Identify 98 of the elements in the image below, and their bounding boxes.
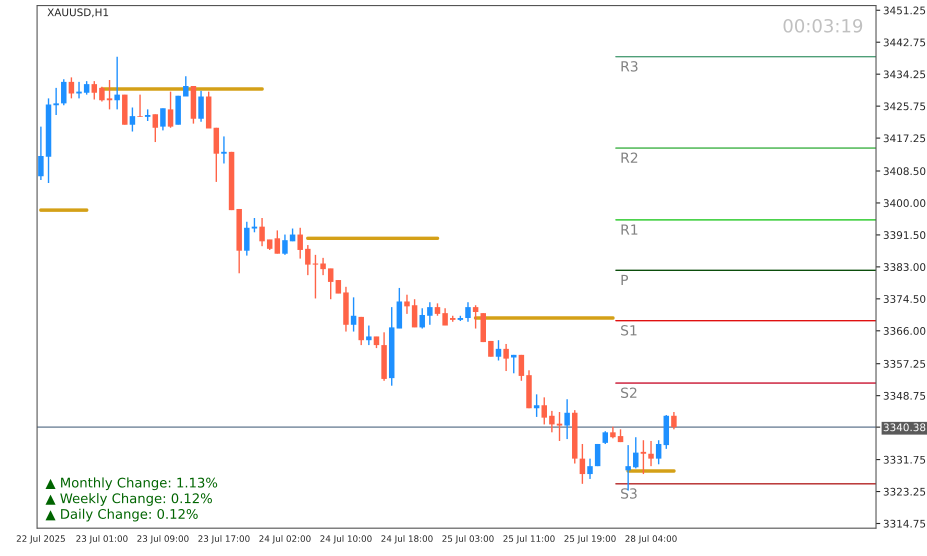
candlestick: [137, 94, 143, 118]
candlestick: [114, 56, 120, 110]
candlestick: [144, 108, 150, 122]
candlestick: [542, 396, 547, 426]
candlestick: [244, 221, 250, 256]
y-tick-label: 3348.75: [884, 392, 926, 400]
x-tick-label: 23 Jul 01:00: [76, 535, 128, 544]
candlestick: [412, 298, 418, 328]
candlestick: [633, 436, 639, 470]
annotation: ▲ Monthly Change: 1.13%: [46, 477, 218, 490]
candlestick: [336, 279, 342, 294]
y-tick-label: 3331.75: [884, 456, 926, 464]
candlestick: [160, 108, 166, 132]
candlestick: [305, 244, 311, 276]
y-tick-label: 3314.75: [884, 520, 926, 528]
candlestick: [602, 430, 608, 445]
y-tick-label: 3442.75: [884, 38, 926, 46]
x-tick-label: 24 Jul 10:00: [320, 535, 372, 544]
y-tick-label: 3408.50: [884, 167, 926, 176]
candlestick: [274, 230, 280, 254]
candlestick: [503, 343, 509, 372]
candlestick: [556, 411, 562, 442]
y-tick-label: 3451.25: [884, 6, 926, 14]
candlestick: [99, 86, 105, 102]
ref-line-label: S1: [621, 325, 637, 336]
x-tick-label: 25 Jul 03:00: [442, 535, 494, 544]
x-tick-label: 23 Jul 17:00: [198, 535, 250, 544]
annotation: ▲ Weekly Change: 0.12%: [46, 493, 212, 506]
ref-line-label: R2: [622, 152, 638, 163]
annotation: 00:03:19: [784, 18, 862, 33]
candlestick: [518, 354, 524, 382]
candlestick: [152, 114, 158, 143]
candlestick: [511, 354, 516, 374]
candlestick: [84, 80, 90, 96]
y-tick-label: 3323.25: [884, 488, 926, 496]
candlestick: [496, 340, 502, 362]
y-tick-label: 3434.25: [884, 70, 926, 78]
ref-line-label: S2: [621, 387, 636, 398]
y-tick-label: 3391.50: [884, 231, 926, 240]
candlestick: [297, 227, 303, 260]
candlestick: [587, 458, 593, 480]
candlestick: [465, 302, 471, 322]
candlestick: [434, 302, 440, 316]
candlestick: [564, 398, 570, 440]
y-tick-label: 3357.25: [884, 360, 926, 368]
y-tick-label: 3366.00: [884, 327, 926, 335]
y-tick-label: 3400.00: [884, 199, 926, 208]
candlestick: [472, 304, 478, 330]
candlestick: [671, 411, 677, 430]
candlestick: [419, 308, 425, 330]
candlestick: [183, 76, 189, 98]
y-tick-label: 3417.25: [884, 134, 926, 142]
candlestick: [259, 217, 265, 247]
candlestick: [640, 440, 646, 475]
candlestick: [68, 76, 74, 100]
candlestick: [648, 440, 654, 467]
candlestick: [38, 126, 44, 181]
candlestick: [61, 78, 67, 106]
candlestick: [130, 106, 136, 132]
candlestick: [350, 296, 356, 332]
candlestick: [92, 80, 98, 100]
candlestick: [442, 308, 448, 326]
candlestick: [610, 426, 616, 440]
candlestick: [328, 268, 334, 300]
annotation: ▲ Daily Change: 0.12%: [46, 508, 198, 522]
y-tick-label: 3383.00: [884, 263, 926, 271]
x-tick-label: 25 Jul 19:00: [564, 535, 616, 544]
candlestick: [580, 443, 586, 485]
candlestick: [252, 217, 258, 233]
candlestick: [290, 228, 296, 242]
candlestick: [656, 440, 662, 465]
chart-title: XAUUSD,H1: [47, 8, 108, 18]
candlestick: [534, 394, 540, 418]
ref-line-label: P: [622, 274, 628, 285]
x-tick-label: 22 Jul 2025: [16, 535, 65, 544]
x-tick-label: 23 Jul 09:00: [137, 535, 189, 544]
x-tick-label: 24 Jul 02:00: [259, 535, 311, 544]
y-tick-label: 3340.38: [884, 423, 926, 432]
candlestick: [366, 324, 372, 346]
candlestick: [106, 79, 112, 110]
ref-line-label: R3: [622, 61, 638, 72]
candlestick: [168, 90, 174, 128]
candlestick: [618, 428, 624, 443]
candlestick: [320, 257, 326, 276]
x-tick-label: 24 Jul 18:00: [381, 535, 433, 544]
y-tick-label: 3425.75: [884, 102, 926, 110]
candlestick: [427, 302, 433, 326]
x-tick-label: 25 Jul 11:00: [503, 535, 555, 544]
ref-line-label: S3: [621, 488, 637, 499]
ref-line-label: R1: [622, 224, 638, 235]
candlestick: [358, 316, 364, 346]
candlestick: [404, 294, 410, 315]
candlestick: [76, 81, 82, 100]
x-tick-label: 28 Jul 04:00: [625, 535, 677, 544]
candlestick: [549, 410, 555, 434]
y-tick-label: 3374.50: [884, 295, 926, 303]
candlestick: [198, 90, 204, 122]
candlestick: [282, 234, 288, 256]
